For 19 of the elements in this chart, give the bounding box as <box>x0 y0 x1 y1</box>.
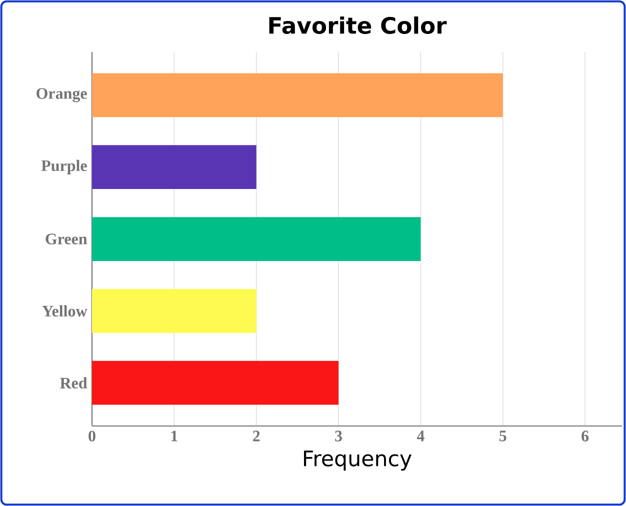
bar <box>92 360 339 405</box>
x-tick-label: 0 <box>88 430 96 442</box>
x-tick-label: 5 <box>500 430 506 442</box>
y-tick-label: Orange <box>36 88 87 102</box>
y-tick-label: Purple <box>41 160 87 174</box>
x-tick-label: 6 <box>582 430 589 442</box>
y-tick-label: Yellow <box>42 305 88 317</box>
x-tick-label: 3 <box>335 430 342 442</box>
y-tick-label: Green <box>46 234 88 244</box>
x-axis-title: Frequency <box>304 450 412 471</box>
bar <box>92 145 256 190</box>
chart-title: Favorite Color <box>269 16 447 34</box>
x-tick-label: 4 <box>416 430 424 442</box>
x-tick-label: 2 <box>253 430 260 442</box>
bar <box>92 73 503 118</box>
bar <box>92 288 256 333</box>
y-tick-label: Red <box>60 377 88 388</box>
x-tick-label: 1 <box>171 430 178 442</box>
bar <box>92 217 421 261</box>
